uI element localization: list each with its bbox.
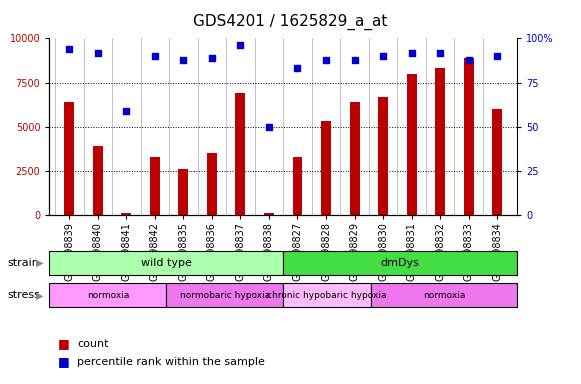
Point — [236, 42, 245, 48]
Point — [493, 53, 502, 59]
Bar — [464, 58, 474, 215]
Bar — [292, 157, 303, 215]
Bar — [264, 213, 274, 215]
Bar — [235, 93, 245, 215]
Bar — [321, 121, 331, 215]
Text: dmDys: dmDys — [381, 258, 419, 268]
Bar — [284, 251, 517, 275]
Point — [150, 53, 160, 59]
Point — [122, 108, 131, 114]
Text: wild type: wild type — [141, 258, 192, 268]
Point — [321, 56, 331, 63]
Bar — [121, 213, 131, 215]
Bar — [49, 251, 284, 275]
Text: ■: ■ — [58, 337, 70, 350]
Point — [378, 53, 388, 59]
Text: ▶: ▶ — [36, 290, 43, 300]
Bar — [284, 283, 371, 307]
Point — [93, 50, 102, 56]
Point — [407, 50, 416, 56]
Bar — [93, 146, 103, 215]
Point — [464, 56, 474, 63]
Point — [293, 65, 302, 71]
Bar — [350, 102, 360, 215]
Point — [179, 56, 188, 63]
Point — [350, 56, 359, 63]
Text: ■: ■ — [58, 355, 70, 368]
Text: normoxia: normoxia — [87, 291, 129, 300]
Point — [64, 46, 74, 52]
Text: ▶: ▶ — [36, 258, 43, 268]
Bar — [64, 102, 74, 215]
Point — [435, 50, 444, 56]
Bar — [166, 283, 284, 307]
Text: normoxia: normoxia — [423, 291, 465, 300]
Bar — [207, 153, 217, 215]
Text: chronic hypobaric hypoxia: chronic hypobaric hypoxia — [267, 291, 387, 300]
Bar — [492, 109, 502, 215]
Bar — [49, 283, 166, 307]
Text: GDS4201 / 1625829_a_at: GDS4201 / 1625829_a_at — [193, 13, 388, 30]
Bar — [407, 74, 417, 215]
Text: strain: strain — [7, 258, 39, 268]
Text: percentile rank within the sample: percentile rank within the sample — [77, 357, 265, 367]
Text: normobaric hypoxia: normobaric hypoxia — [180, 291, 270, 300]
Bar — [178, 169, 188, 215]
Text: stress: stress — [7, 290, 40, 300]
Point — [264, 124, 274, 130]
Bar — [378, 97, 388, 215]
Point — [207, 55, 217, 61]
Bar — [371, 283, 517, 307]
Text: count: count — [77, 339, 109, 349]
Bar — [150, 157, 160, 215]
Bar — [435, 68, 445, 215]
